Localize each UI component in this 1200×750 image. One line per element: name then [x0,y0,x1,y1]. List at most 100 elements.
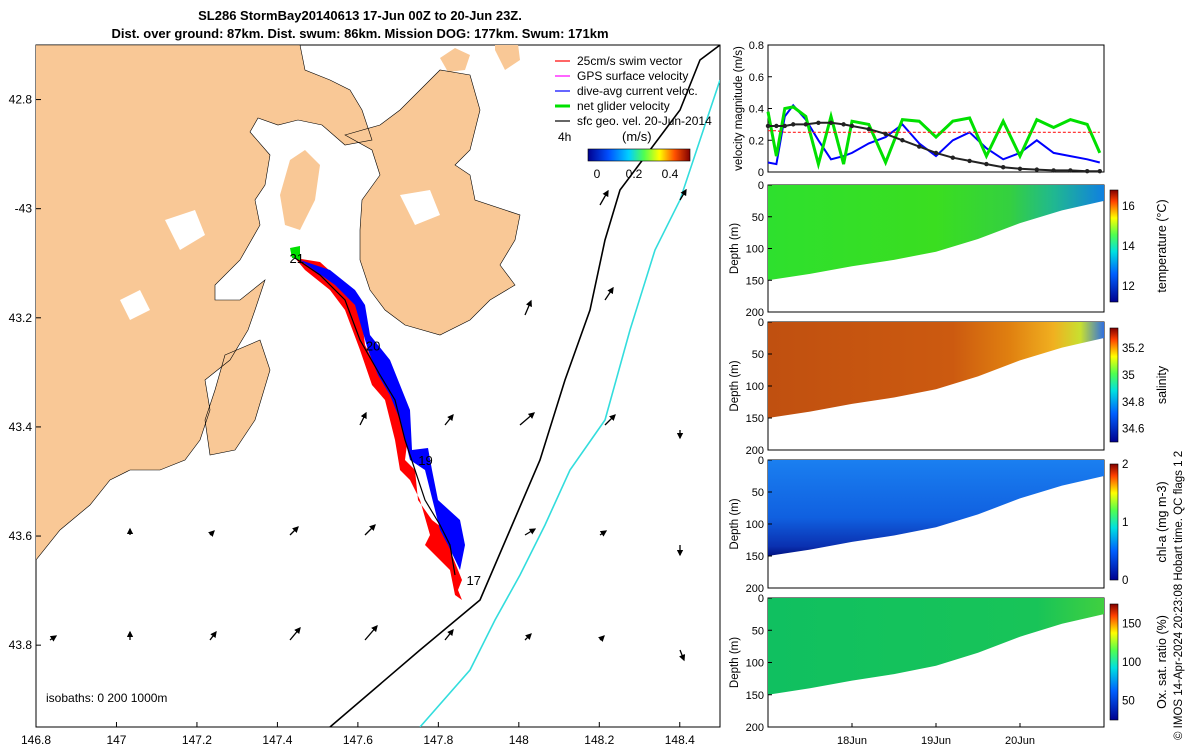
velocity-ytick: 0.4 [749,104,764,116]
day-marker-label: 20 [366,339,380,354]
velocity-point [791,122,796,127]
surface-velocity-arrow [524,528,537,536]
section-ytick: 100 [746,244,764,256]
velocity-point [841,122,846,127]
section-field [768,598,1104,695]
legend-entry-label: sfc geo. vel. 20-Jun-2014 [577,114,712,128]
map-xtick-label: 147.2 [182,733,212,747]
speed-colorbar-tick: 0 [594,167,601,181]
surface-velocity-arrow [364,524,376,536]
surface-velocity-arrow [599,530,608,537]
plot-title-line1: SL286 StormBay20140613 17-Jun 00Z to 20-… [198,8,522,23]
surface-velocity-arrow [444,413,454,426]
speed-colorbar [587,148,691,162]
velocity-ytick: 0.6 [749,72,764,84]
section-colorbar [1109,463,1119,581]
legend-scale-label: 4h [558,130,571,144]
section-ylabel: Depth (m) [729,360,741,411]
section-ytick: 0 [758,180,764,192]
colorbar-tick: 34.6 [1122,424,1144,436]
section-ytick: 50 [752,349,764,361]
day-marker-label: 17 [467,573,481,588]
time-xtick: 18Jun [837,735,867,747]
day-marker-label: 19 [418,453,432,468]
velocity-panel: 0 0.2 0.4 0.6 0.8 velocity magnitude (m/s) [733,40,1105,179]
velocity-series-line [766,105,1102,170]
section-ytick: 150 [746,690,764,702]
colorbar-tick: 2 [1122,459,1128,471]
legend-entry-label: GPS surface velocity [577,69,688,83]
map-xtick-label: 146.8 [21,733,51,747]
velocity-point [1017,166,1023,172]
section-ytick: 200 [746,583,764,595]
velocity-point [1068,168,1073,173]
coastline-west [36,45,373,561]
velocity-point [1051,168,1056,173]
surface-velocity-arrow [364,625,378,641]
velocity-point [816,120,821,125]
velocity-point [828,120,834,125]
credit-text: © IMOS 14-Apr-2024 20:23:08 Hobart time.… [1173,450,1185,740]
section-ytick: 50 [752,487,764,499]
section-ytick: 200 [746,307,764,319]
velocity-point [900,138,905,143]
colorbar-tick: 0 [1122,575,1128,587]
section-panel-salinity: 0 50 100 150 200 Depth (m) 34.6 34.8 35 35.2 salin… [729,317,1169,457]
section-colorbar [1109,189,1119,303]
time-series-panels: 0 0.2 0.4 0.6 0.8 velocity magnitude (m/s) 0 50… [729,40,1169,747]
velocity-point [774,123,779,129]
section-ylabel: Depth (m) [729,637,741,688]
map-ytick-label: 43.4 [9,420,33,434]
colorbar-tick: 16 [1122,201,1135,213]
plot-title-line2: Dist. over ground: 87km. Dist. swum: 86k… [111,26,609,41]
section-ytick: 100 [746,519,764,531]
glider-track [294,257,456,576]
section-ytick: 0 [758,593,764,605]
section-ytick: 0 [758,455,764,467]
colorbar-label: Ox. sat. ratio (%) [1155,615,1169,709]
surface-velocity-arrow [519,412,535,426]
map-xtick-label: 147.6 [343,733,373,747]
section-ytick: 200 [746,445,764,457]
isobath-note: isobaths: 0 200 1000m [46,691,167,705]
velocity-ylabel: velocity magnitude (m/s) [733,46,745,171]
coastline-island [204,339,271,456]
section-colorbar [1109,327,1119,443]
velocity-point [765,123,771,129]
map-ytick-label: -43 [15,202,33,216]
colorbar-label: temperature (°C) [1155,199,1169,292]
velocity-point [1085,169,1090,174]
surface-velocity-arrow [604,286,614,301]
velocity-point [883,131,888,137]
velocity-point [866,126,871,132]
section-colorbar [1109,603,1119,721]
surface-velocity-arrow [289,526,299,536]
time-xtick: 19Jun [921,735,951,747]
current-velocity-swath [300,260,465,570]
section-panel-chl-a: 0 50 100 150 200 Depth (m) 0 1 2 chl-a (mg m-3) [729,455,1169,595]
speed-colorbar-tick: 0.4 [662,167,679,181]
velocity-point [984,161,989,167]
colorbar-tick: 34.8 [1122,397,1144,409]
surface-velocity-arrow [679,188,687,201]
section-ytick: 50 [752,625,764,637]
map-ytick-label: 42.8 [9,93,33,107]
velocity-point [1097,169,1103,174]
velocity-point [803,122,808,127]
map-xtick-label: 148.4 [665,733,695,747]
map-xtick-label: 147.8 [423,733,453,747]
net-velocity-start [290,246,300,260]
section-ytick: 150 [746,551,764,563]
section-ytick: 0 [758,317,764,329]
colorbar-label: chl-a (mg m-3) [1155,481,1169,562]
section-ylabel: Depth (m) [729,498,741,549]
map-ytick-label: 43.6 [9,529,33,543]
surface-velocity-arrow [598,635,605,642]
section-field [768,185,1104,281]
map-xtick-label: 148.2 [584,733,614,747]
velocity-point [1034,167,1040,172]
map-ytick-label: 43.8 [9,638,33,652]
section-ytick: 150 [746,275,764,287]
